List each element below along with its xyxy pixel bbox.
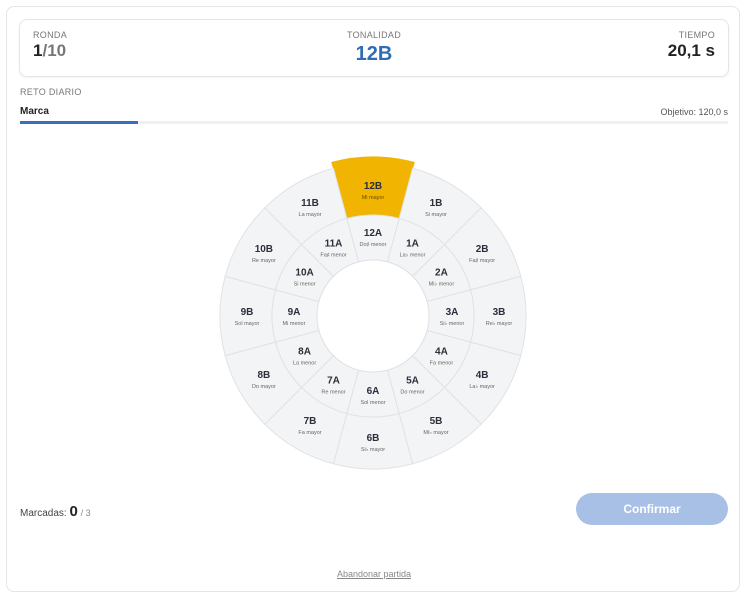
- marked-counter: Marcadas: 0 / 3: [20, 503, 91, 520]
- marked-total: / 3: [80, 508, 91, 518]
- camelot-wheel: 12B Mi mayor 1B Si mayor 2B Fa♯ mayor 3B Re♭ ma…: [219, 156, 527, 470]
- key-name: Mi mayor: [362, 195, 385, 201]
- key-code: 8A: [298, 347, 311, 358]
- round-label: RONDA: [33, 30, 68, 40]
- key-code: 9A: [288, 307, 301, 318]
- key-code: 12B: [364, 181, 382, 192]
- key-code: 2A: [435, 268, 448, 279]
- game-card: [6, 6, 740, 592]
- round-total: /10: [42, 41, 67, 60]
- key-code: 11A: [325, 239, 343, 250]
- key-name: Re mayor: [252, 258, 276, 264]
- progress-fill: [20, 121, 138, 124]
- key-name: Sol menor: [360, 400, 385, 406]
- key-name: Fa mayor: [298, 430, 321, 436]
- status-bar: [19, 19, 729, 77]
- key-name: Fa♯ mayor: [469, 258, 495, 264]
- key-name: Si menor: [294, 282, 316, 288]
- progress-track: [20, 121, 728, 124]
- key-name: Si♭ menor: [440, 320, 465, 327]
- challenge-label: RETO DIARIO: [20, 87, 82, 97]
- key-code: 4A: [435, 347, 448, 358]
- key-name: Mi♭ menor: [429, 281, 455, 288]
- challenge-objective: Objetivo: 120,0 s: [660, 107, 728, 117]
- key-name: La menor: [293, 361, 316, 367]
- key-name: La♭ menor: [400, 252, 426, 259]
- key-name: Do♯ menor: [360, 242, 387, 248]
- key-code: 10B: [255, 244, 273, 255]
- key-name: Mi menor: [283, 321, 306, 327]
- key-label: TONALIDAD: [346, 30, 402, 40]
- key-code: 12A: [364, 228, 382, 239]
- key-code: 10A: [295, 268, 313, 279]
- key-code: 11B: [301, 198, 319, 209]
- key-code: 6B: [367, 433, 380, 444]
- key-code: 5B: [430, 416, 443, 427]
- key-code: 2B: [476, 244, 489, 255]
- key-code: 1B: [430, 198, 443, 209]
- time-value: 20,1 s: [667, 41, 715, 60]
- key-code: 1A: [406, 239, 419, 250]
- marked-label: Marcadas:: [20, 508, 67, 519]
- key-name: La♭ mayor: [469, 383, 495, 390]
- key-name: Fa♯ menor: [320, 253, 346, 259]
- key-name: Do menor: [400, 389, 424, 395]
- key-name: La mayor: [299, 212, 322, 218]
- key-name: Mi♭ mayor: [423, 429, 448, 436]
- key-name: Sol mayor: [235, 321, 260, 327]
- key-code: 3A: [446, 307, 459, 318]
- abandon-link[interactable]: Abandonar partida: [336, 569, 412, 579]
- key-code: 7A: [327, 375, 340, 386]
- round-value: 1: [33, 41, 43, 60]
- key-code: 5A: [406, 375, 419, 386]
- wheel-center: [316, 259, 430, 373]
- key-name: Do mayor: [252, 384, 276, 390]
- key-name: Si♭ mayor: [361, 446, 385, 453]
- confirm-button[interactable]: Confirmar: [576, 493, 728, 525]
- key-code: 8B: [257, 370, 270, 381]
- key-value: 12B: [355, 43, 393, 65]
- key-name: Si mayor: [425, 212, 447, 218]
- round: 1/10: [33, 41, 66, 61]
- key-name: Fa menor: [430, 361, 454, 367]
- time-label: TIEMPO: [678, 30, 715, 40]
- key-code: 9B: [241, 307, 254, 318]
- key-code: 6A: [367, 386, 380, 397]
- key-name: Re menor: [321, 389, 345, 395]
- key-code: 3B: [493, 307, 506, 318]
- key-name: Re♭ mayor: [486, 320, 513, 327]
- marked-value: 0: [69, 503, 78, 520]
- key-code: 7B: [304, 416, 317, 427]
- challenge-mode[interactable]: Marca: [20, 106, 49, 117]
- key-code: 4B: [476, 370, 489, 381]
